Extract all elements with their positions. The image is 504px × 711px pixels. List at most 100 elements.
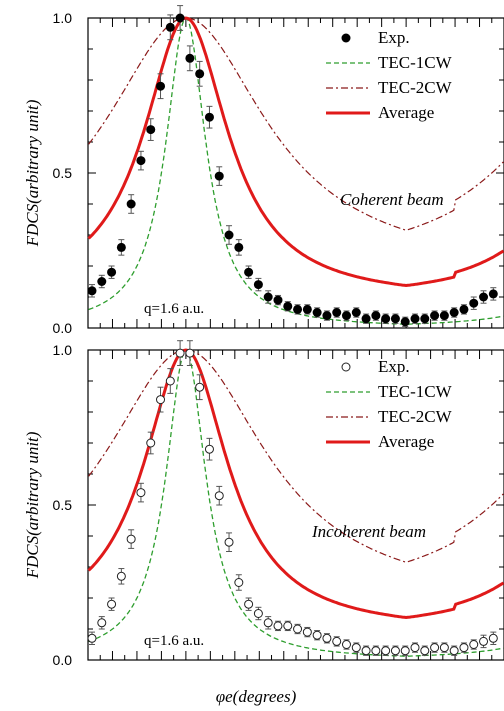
data-point — [479, 636, 489, 646]
data-point — [136, 488, 146, 498]
data-point — [234, 242, 244, 252]
annotation-q-bottom: q=1.6 a.u. — [144, 633, 204, 649]
data-point — [97, 618, 107, 628]
data-point — [459, 304, 469, 314]
data-point — [156, 81, 166, 91]
data-point — [371, 311, 381, 321]
data-point — [420, 646, 430, 656]
data-point — [381, 314, 391, 324]
data-point — [381, 646, 391, 656]
data-point — [449, 308, 459, 317]
chart-panel-coherent: 0.0 0.5 1.0 FDCS(arbitrary unit) Coheren… — [23, 5, 504, 336]
data-point — [253, 609, 263, 618]
y-tick-labels-top: 0.0 0.5 1.0 — [53, 10, 73, 336]
x-axis-label: φe(degrees) — [216, 687, 297, 706]
data-point — [273, 621, 283, 631]
data-point — [400, 646, 410, 656]
data-point — [263, 618, 273, 628]
data-point — [126, 199, 136, 209]
data-point — [430, 311, 440, 321]
data-point — [146, 125, 156, 135]
legend-marker — [341, 33, 351, 43]
data-point — [283, 621, 293, 631]
data-point — [156, 395, 166, 405]
data-point — [214, 171, 224, 181]
data-point — [273, 295, 283, 305]
y-axis-label-top: FDCS(arbitrary unit) — [23, 99, 42, 247]
data-point — [410, 643, 420, 653]
data-points-top — [87, 5, 498, 327]
y-tick-labels-bottom: 0.0 0.5 1.0 — [53, 342, 73, 668]
data-point — [195, 382, 205, 392]
y-tick-label: 0.5 — [53, 497, 73, 513]
legend-label: TEC-2CW — [378, 407, 453, 426]
legend-bottom: Exp. TEC-1CW TEC-2CW Average — [326, 357, 453, 451]
legend-label: TEC-2CW — [378, 78, 453, 97]
legend-label: TEC-1CW — [378, 382, 453, 401]
legend-marker — [341, 362, 351, 372]
data-point — [341, 311, 351, 321]
data-point — [469, 298, 479, 308]
legend-label: TEC-1CW — [378, 53, 453, 72]
data-point — [293, 624, 303, 634]
data-point — [175, 13, 185, 23]
data-point — [244, 267, 254, 277]
data-point — [107, 267, 117, 277]
curve-tec-2cw — [88, 17, 504, 231]
annotation-beam-bottom: Incoherent beam — [311, 522, 426, 541]
y-tick-label: 0.0 — [53, 320, 73, 336]
data-point — [195, 69, 205, 79]
data-point — [430, 643, 440, 653]
data-point — [400, 317, 410, 327]
data-point — [439, 311, 449, 321]
data-point — [488, 633, 498, 643]
data-point — [351, 643, 361, 653]
data-point — [87, 286, 97, 296]
data-point — [165, 22, 175, 32]
data-point — [224, 230, 234, 240]
data-point — [204, 444, 214, 454]
legend-label: Average — [378, 432, 434, 451]
chart-panel-incoherent: 0.0 0.5 1.0 FDCS(arbitrary unit) Incoher… — [23, 340, 504, 706]
data-point — [371, 646, 381, 656]
data-point — [146, 438, 156, 448]
data-point — [165, 376, 175, 386]
y-tick-label: 0.0 — [53, 652, 73, 668]
legend-label: Exp. — [378, 28, 410, 47]
y-tick-label: 1.0 — [53, 10, 73, 26]
data-point — [322, 633, 332, 643]
data-point — [302, 304, 312, 314]
data-point — [449, 646, 459, 656]
data-point — [283, 301, 293, 311]
data-points-bottom — [87, 340, 498, 656]
data-point — [136, 156, 146, 166]
data-point — [87, 633, 97, 643]
curve-average — [87, 348, 504, 620]
data-point — [410, 314, 420, 324]
data-point — [185, 348, 195, 358]
data-point — [469, 640, 479, 649]
data-point — [293, 304, 303, 314]
annotation-beam-top: Coherent beam — [340, 190, 444, 209]
data-point — [390, 314, 400, 324]
data-point — [214, 491, 224, 501]
legend-top: Exp. TEC-1CW TEC-2CW Average — [326, 28, 453, 122]
data-point — [361, 646, 371, 656]
data-point — [341, 640, 351, 649]
data-point — [420, 314, 430, 324]
data-point — [488, 289, 498, 299]
model-curves-bottom — [87, 348, 504, 657]
data-point — [351, 308, 361, 317]
data-point — [390, 646, 400, 656]
axis-ticks-top — [87, 17, 504, 329]
data-point — [361, 314, 371, 324]
data-point — [97, 277, 107, 286]
curve-tec-1cw — [88, 17, 504, 325]
data-point — [175, 348, 185, 358]
curve-tec-2cw — [88, 349, 504, 563]
data-point — [322, 311, 332, 321]
data-point — [263, 292, 273, 302]
data-point — [107, 599, 117, 609]
data-point — [302, 627, 312, 637]
